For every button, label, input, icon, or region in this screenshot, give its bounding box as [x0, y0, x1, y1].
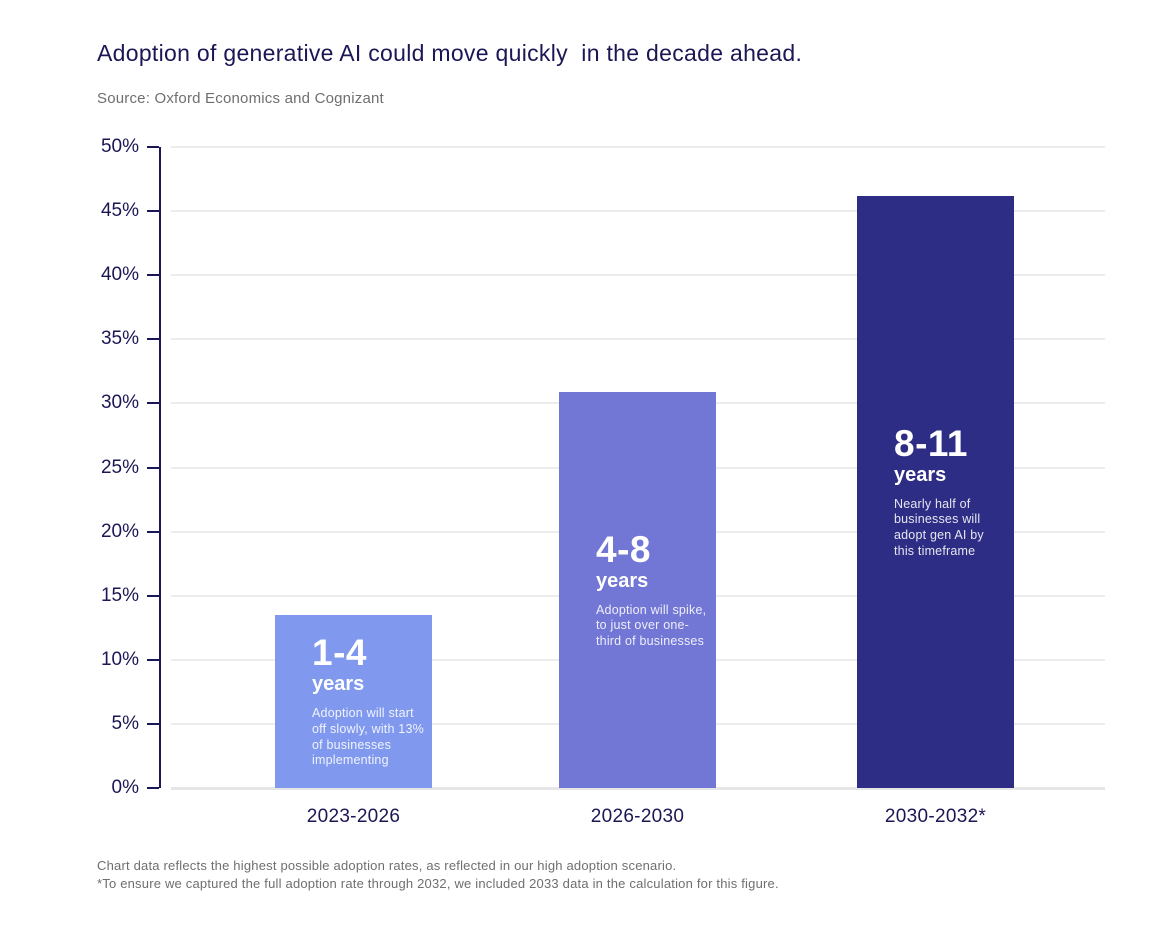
y-axis-tick-label: 40% — [100, 264, 139, 286]
bar-annotation: Nearly half of businesses will adopt gen… — [894, 496, 984, 558]
x-axis-tick-label: 2026-2030 — [590, 806, 685, 827]
y-axis-line — [159, 147, 161, 788]
bar-annotation: Adoption will spike, to just over one-th… — [596, 602, 707, 648]
y-axis-tick — [147, 530, 159, 533]
y-axis-tick — [147, 466, 159, 469]
y-axis-tick — [147, 722, 159, 725]
bar-duration-unit: years — [312, 673, 365, 696]
gridline — [171, 274, 1105, 277]
bar-duration-label: 8-11 — [894, 422, 969, 464]
bar-chart-plot: 0% 5% 10% 15% 20% 25% 30% 35% 40% 45% 50% 1-4 years… — [101, 136, 1105, 827]
gridline — [171, 338, 1105, 341]
bar-duration-label: 1-4 — [312, 632, 367, 674]
y-axis-tick-label: 50% — [100, 136, 139, 157]
y-axis-tick-label: 25% — [100, 456, 139, 478]
gridline — [171, 146, 1105, 148]
x-axis-tick-label: 2030-2032* — [884, 806, 987, 827]
y-axis-tick — [147, 210, 159, 213]
y-axis-tick-label: 15% — [100, 584, 139, 606]
bar-duration-label: 4-8 — [596, 528, 651, 570]
chart-title: Adoption of generative AI could move qui… — [97, 40, 803, 66]
y-axis-tick — [147, 146, 159, 148]
bar-2030-2032*: 8-11 years Nearly half of businesses will … — [857, 196, 1014, 788]
y-axis-tick-label: 10% — [100, 648, 139, 670]
footnote-line-1: Chart data reflects the highest possible… — [97, 858, 677, 873]
y-axis-tick-label: 35% — [100, 328, 139, 350]
y-axis-tick — [147, 594, 159, 597]
y-axis-tick-label: 45% — [100, 200, 139, 222]
y-axis-tick-label: 0% — [111, 777, 139, 798]
gridline — [171, 210, 1105, 213]
y-axis-tick — [147, 787, 159, 789]
bar-annotation: Adoption will start off slowly, with 13%… — [312, 706, 424, 768]
bar-2023-2026: 1-4 years Adoption will start off slowly, … — [275, 615, 432, 788]
footnote-line-2: *To ensure we captured the full adoption… — [97, 876, 779, 891]
bar-2026-2030: 4-8 years Adoption will spike, to just ove… — [559, 392, 716, 788]
y-axis-tick — [147, 658, 159, 661]
y-axis-tick-label: 20% — [100, 520, 139, 542]
chart-source: Source: Oxford Economics and Cognizant — [97, 90, 384, 107]
y-axis-tick-label: 5% — [111, 712, 139, 734]
y-axis-tick — [147, 402, 159, 405]
bar-duration-unit: years — [596, 569, 649, 592]
y-axis-tick — [147, 338, 159, 341]
y-axis-tick-label: 30% — [100, 392, 139, 414]
y-axis-tick — [147, 274, 159, 277]
bar-duration-unit: years — [894, 463, 947, 486]
x-axis-tick-label: 2023-2026 — [306, 806, 401, 827]
gridline — [171, 787, 1105, 790]
